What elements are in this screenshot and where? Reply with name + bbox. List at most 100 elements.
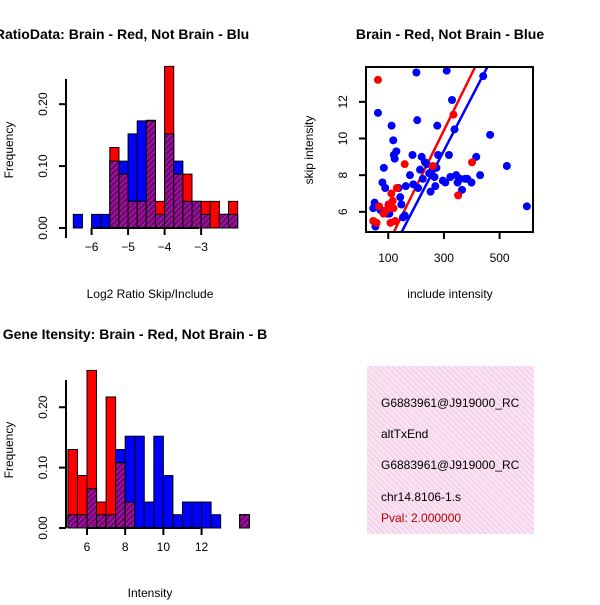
gene-y-tick-label: 0.00 xyxy=(36,516,50,540)
ratio-bar-overlap xyxy=(127,200,138,229)
ratio-histogram: RatioData: Brain - Red, Not Brain - Blu … xyxy=(0,26,249,301)
scatter-point-not-brain xyxy=(396,193,405,202)
scatter-point-not-brain xyxy=(418,174,427,183)
scatter-point-not-brain xyxy=(431,182,440,191)
scatter-point-brain xyxy=(428,162,437,170)
ratio-x-tick-label: −6 xyxy=(85,240,99,254)
scatter-xlabel: include intensity xyxy=(407,287,492,301)
ratio-x-tick-label: −5 xyxy=(121,240,135,254)
scatter-point-not-brain xyxy=(381,184,390,192)
gene-bar-brain xyxy=(105,396,117,529)
scatter-x-tick-label: 500 xyxy=(490,251,510,265)
gene-bar-not-brain xyxy=(210,514,222,529)
gene-bar-overlap xyxy=(239,514,250,529)
ratio-histogram-axes: −6 −5 −4 −3 0.00 0.10 0.20 xyxy=(36,79,208,254)
ratio-histogram-bars xyxy=(72,65,239,229)
ratio-bar-overlap xyxy=(136,200,147,229)
scatter-y-tick-label: 12 xyxy=(336,95,350,109)
gene-bar-overlap xyxy=(86,488,98,529)
gene-bar-overlap xyxy=(67,514,78,529)
gene-x-tick-label: 10 xyxy=(157,540,171,554)
scatter-point-not-brain xyxy=(401,182,410,191)
scatter-point-not-brain xyxy=(389,136,398,145)
ratio-x-tick-label: −4 xyxy=(158,240,172,254)
scatter-point-not-brain xyxy=(414,184,423,192)
scatter-point-brain xyxy=(388,196,397,205)
scatter-axes: 100 300 500 6 8 10 12 xyxy=(336,66,534,265)
scatter-fit-lines xyxy=(392,66,489,233)
ratio-x-tick-label: −3 xyxy=(194,240,208,254)
scatter-point-brain xyxy=(392,184,401,192)
gene-y-tick-label: 0.20 xyxy=(36,395,50,419)
gene-bar-overlap xyxy=(96,514,107,529)
ratio-histogram-xlabel: Log2 Ratio Skip/Include xyxy=(87,287,214,301)
ratio-bar-not-brain xyxy=(91,213,102,229)
scatter-point-not-brain xyxy=(426,187,435,196)
scatter-point-not-brain xyxy=(387,121,396,130)
scatter-point-brain xyxy=(449,110,458,119)
ratio-bar-overlap xyxy=(145,120,156,229)
scatter-point-not-brain xyxy=(379,163,388,172)
scatter-x-tick-label: 300 xyxy=(434,251,454,265)
scatter-point-not-brain xyxy=(450,125,459,134)
scatter-point-not-brain xyxy=(522,202,531,211)
probe-id-1: G6883961@J919000_RC xyxy=(381,396,520,410)
scatter-point-brain xyxy=(389,204,398,213)
gene-histogram-axes: 6 8 10 12 0.00 0.10 0.20 xyxy=(36,380,209,554)
scatter-point-brain xyxy=(454,191,463,200)
scatter-point-not-brain xyxy=(448,96,457,104)
scatter-point-brain xyxy=(391,217,400,225)
scatter-y-tick-label: 6 xyxy=(336,208,350,215)
ratio-bar-overlap xyxy=(218,213,230,229)
scatter-point-not-brain xyxy=(412,68,421,77)
scatter-fit-line xyxy=(392,66,477,233)
gene-bar-not-brain xyxy=(172,514,183,529)
gene-bar-not-brain xyxy=(162,474,174,529)
pval-text: Pval: 2.000000 xyxy=(381,511,462,525)
gene-bar-overlap xyxy=(105,514,117,529)
ratio-y-tick-label: 0.10 xyxy=(36,154,50,178)
scatter-point-not-brain xyxy=(405,171,414,180)
ratio-y-tick-label: 0.20 xyxy=(36,92,50,116)
gene-x-tick-label: 6 xyxy=(84,540,91,554)
gene-histogram-ylabel: Frequency xyxy=(2,422,16,479)
ratio-bar-not-brain xyxy=(100,213,111,229)
scatter-point-not-brain xyxy=(442,66,451,75)
ratio-histogram-title: RatioData: Brain - Red, Not Brain - Blu xyxy=(0,26,249,42)
scatter-point-not-brain xyxy=(444,151,453,159)
scatter-ylabel: skip intensity xyxy=(302,116,316,185)
gene-bar-not-brain xyxy=(143,501,155,529)
scatter-point-not-brain xyxy=(413,116,422,125)
ratio-bar-overlap xyxy=(173,173,184,229)
scatter-point-brain xyxy=(387,189,396,198)
scatter-point-not-brain xyxy=(486,130,495,139)
intensity-scatter: Brain - Red, Not Brain - Blue include in… xyxy=(302,26,544,301)
gene-bar-not-brain xyxy=(181,501,193,529)
scatter-point-not-brain xyxy=(400,211,409,220)
scatter-y-tick-label: 8 xyxy=(336,172,350,179)
gene-y-tick-label: 0.10 xyxy=(36,456,50,480)
scatter-fit-line xyxy=(400,66,489,233)
scatter-point-brain xyxy=(468,158,477,167)
scatter-point-not-brain xyxy=(502,162,511,170)
probe-info-panel: G6883961@J919000_RC altTxEnd G6883961@J9… xyxy=(367,366,534,534)
scatter-point-brain xyxy=(400,160,409,169)
gene-histogram-bars xyxy=(67,369,250,529)
ratio-bar-not-brain xyxy=(72,213,83,229)
scatter-point-not-brain xyxy=(408,151,417,159)
scatter-point-brain xyxy=(375,202,384,211)
scatter-point-not-brain xyxy=(476,171,485,180)
gene-x-tick-label: 12 xyxy=(195,540,209,554)
gene-bar-overlap xyxy=(124,501,136,529)
gene-bar-not-brain xyxy=(134,435,145,529)
scatter-point-brain xyxy=(373,75,382,84)
ratio-bar-overlap xyxy=(182,200,193,229)
gene-x-tick-label: 8 xyxy=(122,540,129,554)
scatter-point-brain xyxy=(372,218,381,227)
scatter-plot-frame xyxy=(365,66,534,233)
gene-bar-not-brain xyxy=(153,435,164,529)
scatter-point-not-brain xyxy=(422,160,431,169)
gene-intensity-histogram: Gene Itensity: Brain - Red, Not Brain - … xyxy=(2,326,267,600)
